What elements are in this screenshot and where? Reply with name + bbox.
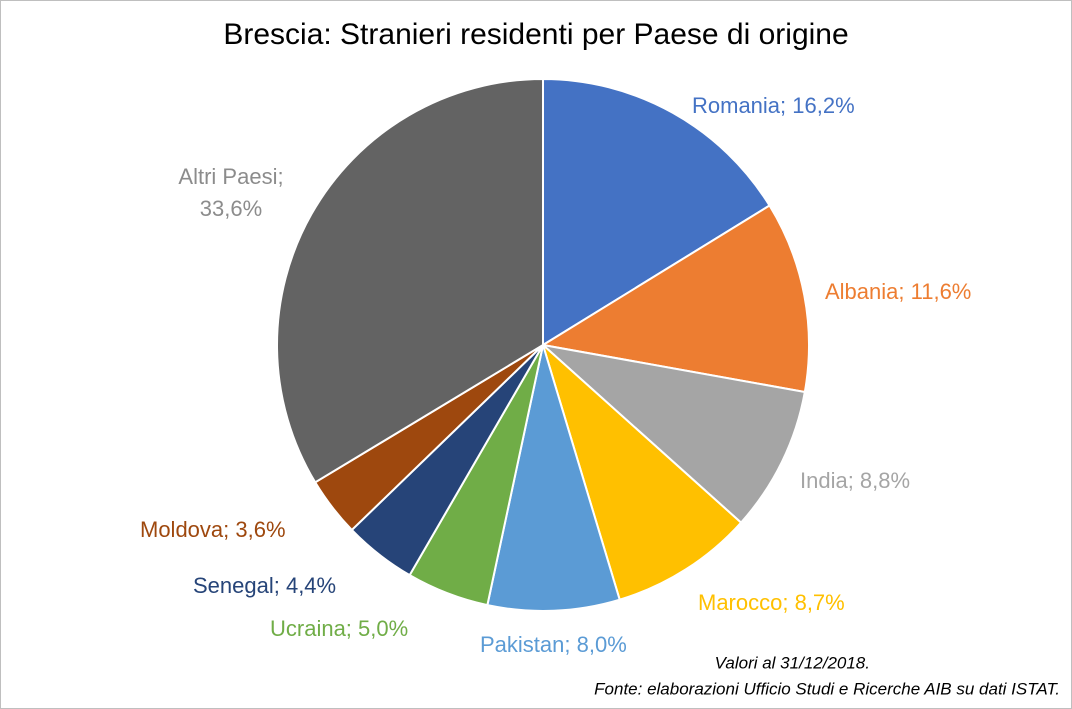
slice <box>542 77 771 347</box>
slice <box>541 341 743 601</box>
slice <box>540 204 810 394</box>
slice-label: Moldova; 3,6% <box>140 517 286 542</box>
slice-label: Altri Paesi; 33,6% <box>178 164 283 221</box>
slice-label: Ucraina; 5,0% <box>270 616 408 641</box>
chart-title: Brescia: Stranieri residenti per Paese d… <box>223 18 848 51</box>
slice-label: Marocco; 8,7% <box>698 590 845 615</box>
slice-label: Albania; 11,6% <box>825 279 971 304</box>
slice-label: Romania; 16,2% <box>692 93 855 118</box>
note: Valori al 31/12/2018. <box>715 653 870 672</box>
note: Fonte: elaborazioni Ufficio Studi e Rice… <box>594 679 1060 698</box>
slice <box>486 344 621 612</box>
slice <box>276 77 544 484</box>
slice <box>539 343 806 525</box>
slice-label: Senegal; 4,4% <box>193 573 336 598</box>
slice-label: India; 8,8% <box>800 468 910 493</box>
slice-label: Pakistan; 8,0% <box>480 632 627 657</box>
pie <box>276 77 810 612</box>
